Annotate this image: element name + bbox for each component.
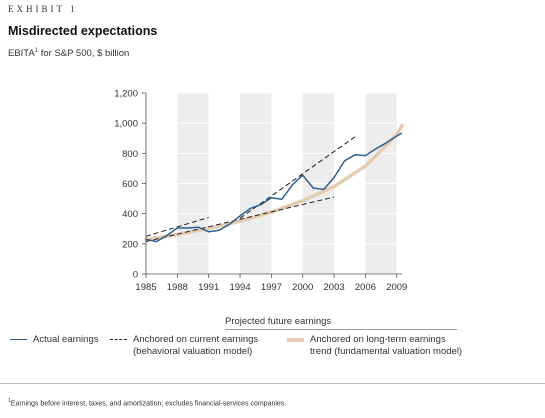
- footnote: 1Earnings before interest, taxes, and am…: [8, 398, 286, 407]
- y-tick-label-200: 200: [122, 239, 138, 250]
- series-trend-line: [144, 123, 404, 242]
- y-tick-label-600: 600: [122, 179, 138, 190]
- series-current-dashed-0: [145, 216, 209, 237]
- legend-label-current-line2: (behavioral valuation model): [133, 346, 253, 357]
- exhibit-label: EXHIBIT 1: [8, 4, 78, 14]
- subtitle-rest: for S&P 500, $ billion: [38, 48, 130, 60]
- x-tick-label-1985: 1985: [135, 282, 156, 293]
- y-tick-label-1200: 1,200: [114, 89, 138, 100]
- legend-swatch-actual: [10, 339, 27, 340]
- legend-swatch-current: [110, 339, 127, 340]
- legend-label-actual: Actual earnings: [33, 334, 99, 345]
- legend-swatch-trend: [287, 338, 304, 342]
- footnote-text: Earnings before interest, taxes, and amo…: [10, 400, 287, 408]
- x-tick-label-1997: 1997: [261, 282, 282, 293]
- y-tick-label-0: 0: [133, 270, 138, 281]
- x-tick-label-2006: 2006: [355, 282, 376, 293]
- series-actual-line: [145, 132, 403, 243]
- legend-label-current-line1: Anchored on current earnings: [133, 334, 259, 345]
- x-tick-label-1988: 1988: [167, 282, 188, 293]
- x-tick-label-1991: 1991: [198, 282, 219, 293]
- x-tick-label-1994: 1994: [229, 282, 250, 293]
- legend-label-trend-line2: trend (fundamental valuation model): [310, 346, 463, 357]
- chart-title: Misdirected expectations: [8, 24, 158, 38]
- chart-axes: 0 200 400 600 800 1,000 1,200 1985 1988 1991 1994 1…: [114, 89, 407, 294]
- legend-label-current: Anchored on current earnings (behavioral…: [133, 334, 258, 358]
- legend-label-trend: Anchored on long-term earnings trend (fu…: [310, 334, 462, 358]
- legend-label-trend-line1: Anchored on long-term earnings: [310, 334, 446, 345]
- chart-grid: [146, 92, 402, 245]
- x-tick-label-2009: 2009: [386, 282, 407, 293]
- line-chart: 0 200 400 600 800 1,000 1,200 1985 1988 1991 1994 1…: [114, 89, 407, 294]
- series-current-dashed-1: [145, 196, 335, 243]
- legend: Projected future earnings Actual earning…: [0, 314, 545, 364]
- footer-divider: [0, 383, 545, 384]
- subtitle-footnote-marker: 1: [34, 48, 39, 54]
- legend-header: Projected future earnings: [225, 316, 332, 327]
- x-tick-label-2003: 2003: [324, 282, 345, 293]
- subtitle-main: EBITA: [8, 48, 35, 60]
- y-tick-label-400: 400: [122, 209, 138, 220]
- x-tick-label-2000: 2000: [292, 282, 313, 293]
- y-tick-label-1000: 1,000: [114, 119, 138, 130]
- y-tick-label-800: 800: [122, 149, 138, 160]
- legend-divider: [225, 329, 457, 330]
- chart-subtitle: EBITA1 for S&P 500, $ billion: [8, 48, 129, 59]
- footnote-marker: 1: [8, 398, 11, 404]
- chart-series: [144, 123, 404, 243]
